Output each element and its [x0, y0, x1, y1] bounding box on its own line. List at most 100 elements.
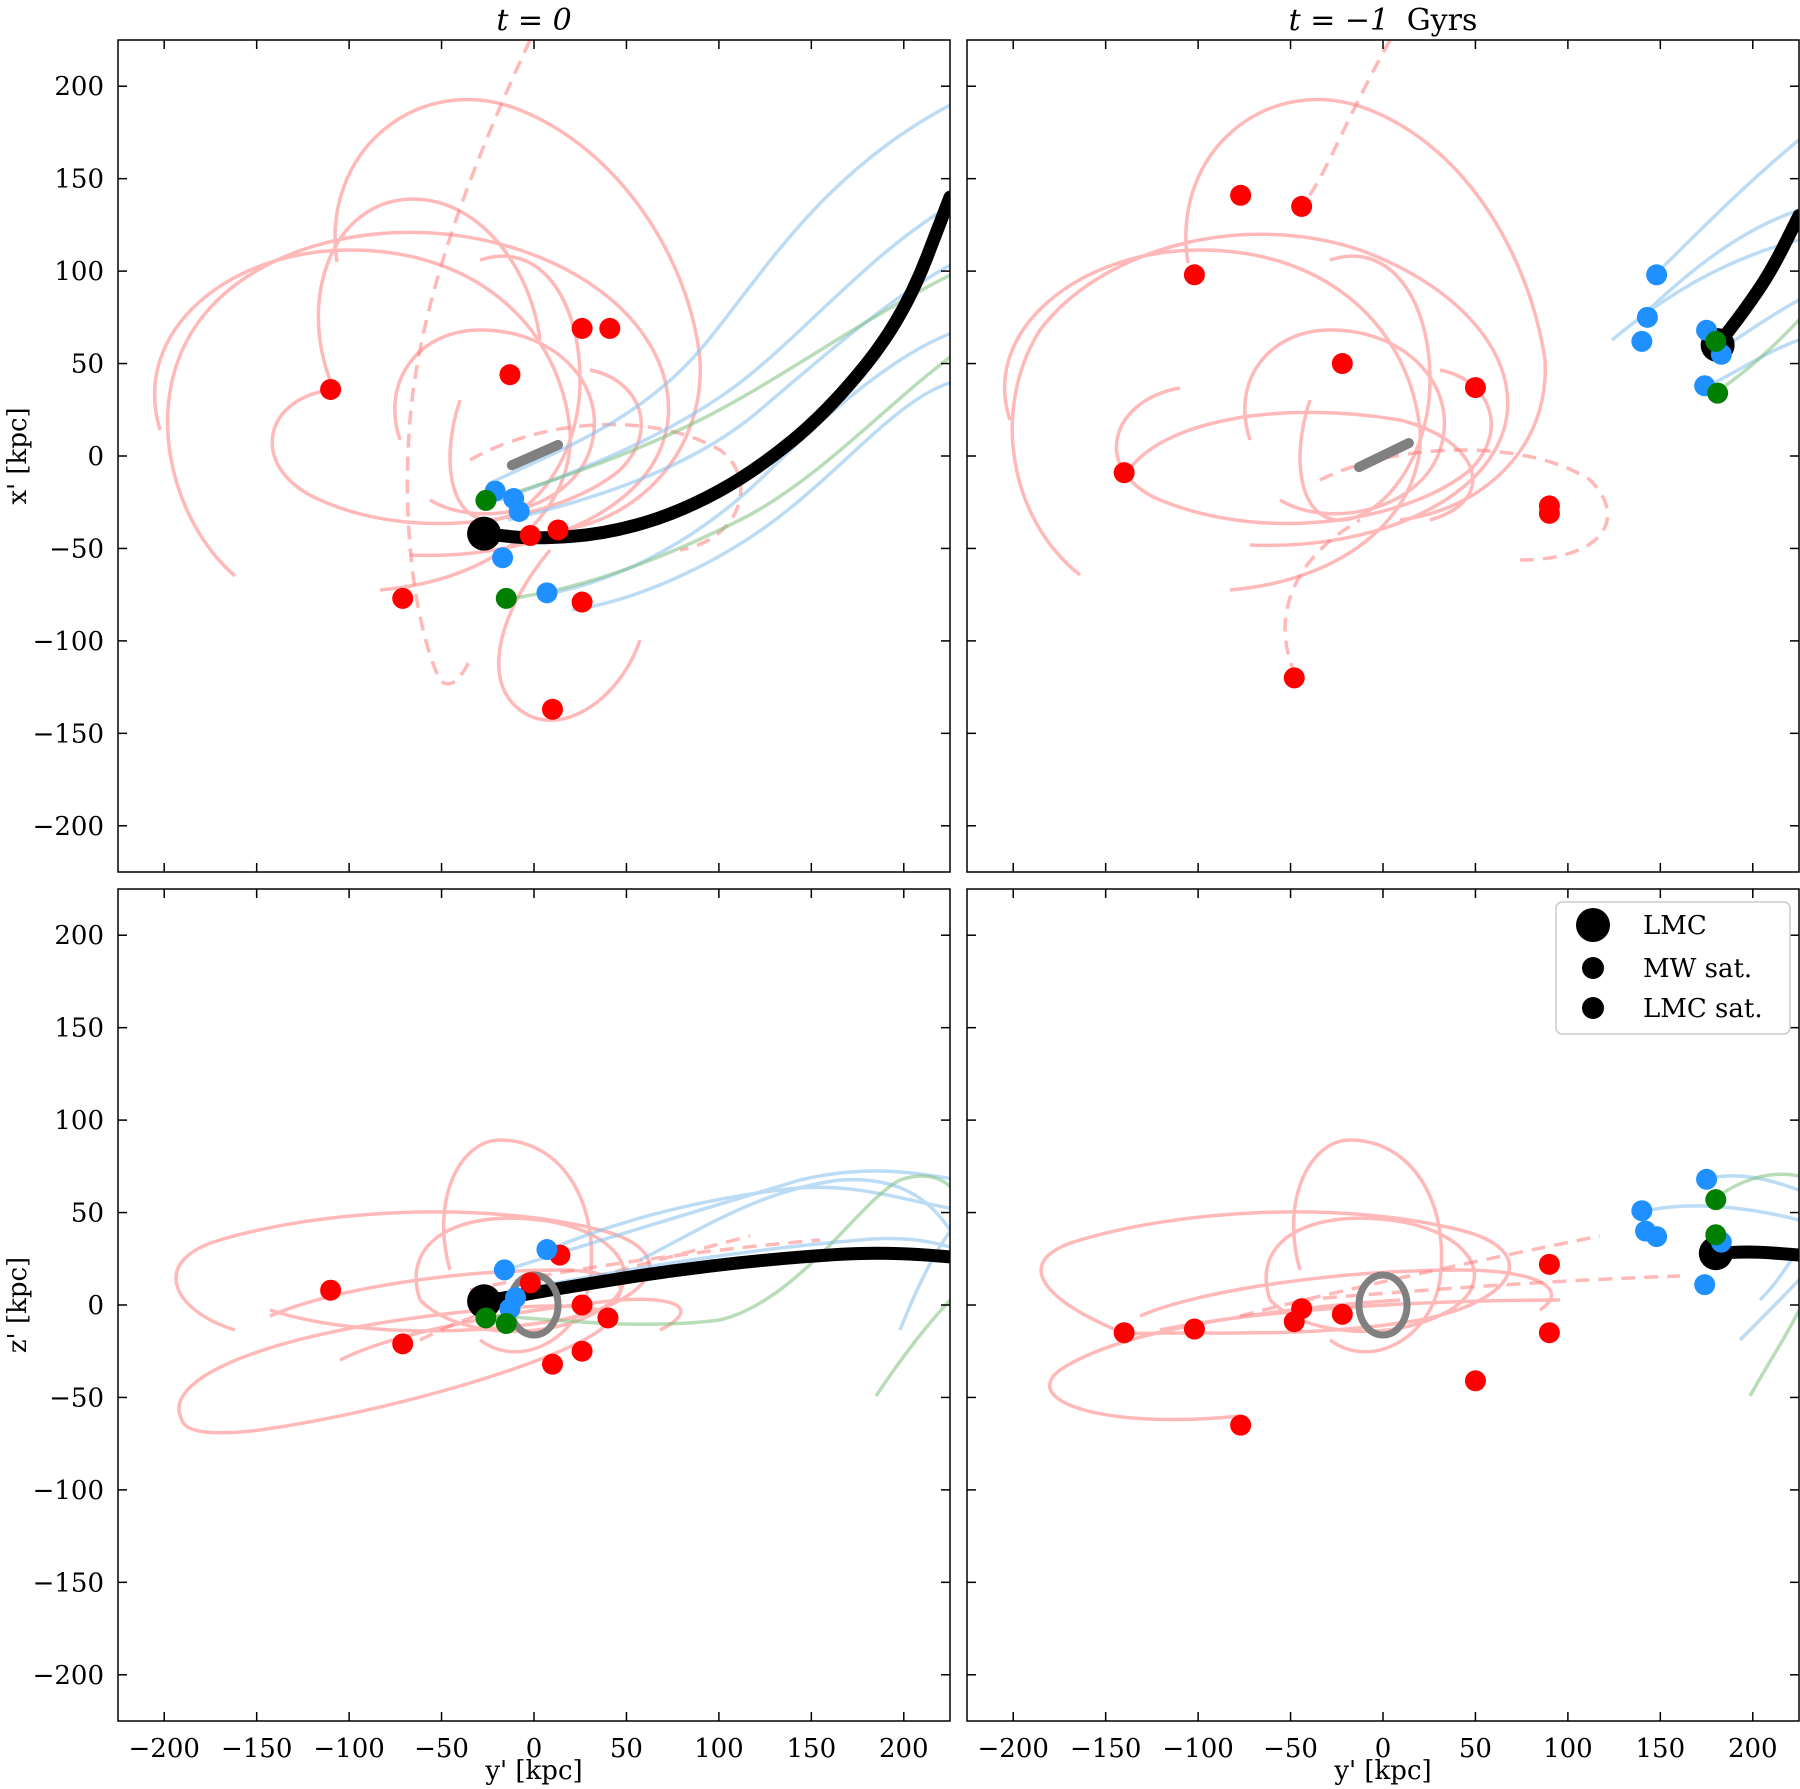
mw-orbits	[1002, 97, 1547, 592]
mw-satellite-point	[519, 1272, 541, 1294]
ticks-top-right	[967, 40, 1799, 872]
lmc-satellite-point	[1696, 1168, 1718, 1190]
x-tick-label: −100	[313, 1734, 384, 1764]
y-tick-label: −100	[33, 1476, 104, 1506]
legend: LMC MW sat. LMC sat.	[1555, 901, 1791, 1035]
y-tick-label: 50	[71, 350, 104, 380]
mw-disk	[506, 439, 564, 471]
lmc-marker	[467, 516, 502, 551]
panel-title-suffix: Gyrs	[1407, 3, 1478, 38]
panel-title-math: t = 0	[496, 3, 571, 38]
y-tick-label: 100	[54, 1106, 104, 1136]
mw-satellite-point	[571, 1340, 593, 1362]
y-tick-label: 150	[54, 1014, 104, 1044]
y-tick-label: 200	[54, 72, 104, 102]
mw-satellite-point	[571, 1294, 593, 1316]
panel-bottom-left: −200 −150 −100 −50 0 50 100 150 200−200−150−100−…	[33, 888, 951, 1764]
lmc-satellite-point	[1631, 1200, 1653, 1222]
y-tick-label: 0	[87, 1291, 104, 1321]
green-sat-orbits	[1715, 318, 1799, 394]
x-tick-label: 150	[787, 1734, 837, 1764]
mw-satellite-point	[519, 525, 541, 547]
x-tick-label: 200	[1728, 1734, 1778, 1764]
legend-label-lmc-sat: LMC sat.	[1643, 994, 1763, 1024]
lmc-satellite-green-point	[495, 587, 517, 609]
green-sat-orbits	[485, 1174, 950, 1397]
mw-disk	[1353, 438, 1414, 473]
lmc-satellite-point	[1636, 306, 1658, 328]
y-tick-label: −150	[33, 1568, 104, 1598]
y-tick-label: 50	[71, 1199, 104, 1229]
mw-orbits-dashed	[1239, 1234, 1681, 1318]
mw-satellite-point	[547, 519, 569, 541]
x-tick-label: −150	[221, 1734, 292, 1764]
mw-satellite-point	[597, 1307, 619, 1329]
x-tick-label: 100	[694, 1734, 744, 1764]
mw-orbits-dashed	[419, 1234, 821, 1342]
disk-top-left	[506, 439, 564, 471]
panel-top-left: t = 0	[33, 3, 951, 873]
lmc-satellite-green-point	[1705, 330, 1727, 352]
legend-marker-mw-sat	[1582, 957, 1604, 979]
lmc-satellite-point	[508, 500, 530, 522]
x-tick-label: −200	[978, 1734, 1049, 1764]
mw-satellite-point	[320, 1279, 342, 1301]
panel-bottom-right: −200 −150 −100 −50 0 50 100 150 200 LMC MW sat. …	[966, 888, 1800, 1764]
lmc-satellite-point	[1646, 264, 1668, 286]
x-tick-label: −200	[129, 1734, 200, 1764]
ticks-bottom-right: −200 −150 −100 −50 0 50 100 150 200	[967, 889, 1799, 1764]
y-tick-label: −50	[49, 534, 104, 564]
y-tick-label: −200	[33, 1661, 104, 1691]
disk-top-right	[1353, 438, 1414, 473]
lmc-track-bottom-left	[477, 1246, 950, 1308]
legend-label-mw-sat: MW sat.	[1643, 954, 1752, 984]
panel-title-math: t = −1	[1289, 3, 1390, 38]
mw-satellite-point	[1183, 1318, 1205, 1340]
mw-satellite-point	[1283, 1311, 1305, 1333]
mw-satellite-point	[1230, 184, 1252, 206]
x-tick-label: 200	[879, 1734, 929, 1764]
mw-satellite-point	[599, 317, 621, 339]
y-axis-label-bottom: z' [kpc]	[3, 1257, 33, 1353]
mw-satellite-point	[1538, 1322, 1560, 1344]
mw-disk	[1355, 1271, 1411, 1339]
y-tick-label: −200	[33, 812, 104, 842]
lmc-sat-orbits	[505, 1169, 950, 1331]
panel-title-top-right: t = −1 Gyrs	[1289, 3, 1478, 38]
markers-top-right	[1113, 184, 1735, 689]
mw-satellite-point	[1291, 195, 1313, 217]
lmc-satellite-point	[1631, 330, 1653, 352]
lmc-satellite-green-point	[475, 489, 497, 511]
markers-top-left	[320, 317, 621, 720]
y-tick-label: −100	[33, 627, 104, 657]
x-tick-label: 50	[610, 1734, 643, 1764]
x-axis-label-right: y' [kpc]	[1333, 1756, 1431, 1786]
mw-satellite-point	[499, 364, 521, 386]
mw-satellite-point	[1464, 377, 1486, 399]
lmc-satellite-green-point	[1705, 1224, 1727, 1246]
mw-satellite-point	[1283, 667, 1305, 689]
mw-orbits	[152, 97, 702, 722]
lmc-satellite-point	[536, 1239, 558, 1261]
x-tick-label: 0	[526, 1734, 543, 1764]
mw-satellite-point	[1464, 1370, 1486, 1392]
mw-satellite-point	[1538, 502, 1560, 524]
lmc-satellite-point	[536, 582, 558, 604]
y-axis-label-top: x' [kpc]	[3, 407, 33, 504]
markers-bottom-left	[320, 1239, 619, 1375]
x-tick-label: −150	[1070, 1734, 1141, 1764]
lmc-satellite-green-point	[1705, 1189, 1727, 1211]
lmc-satellite-point	[492, 547, 514, 569]
mw-satellite-point	[1230, 1414, 1252, 1436]
legend-box	[1555, 901, 1791, 1035]
x-tick-label: −50	[1263, 1734, 1318, 1764]
disk-bottom-right	[1355, 1271, 1411, 1339]
ticks-bottom-left: −200 −150 −100 −50 0 50 100 150 200−200−150−100−…	[33, 889, 950, 1764]
x-tick-label: 100	[1543, 1734, 1593, 1764]
lmc-satellite-point	[1646, 1226, 1668, 1248]
y-tick-label: −50	[49, 1383, 104, 1413]
legend-label-lmc: LMC	[1643, 911, 1707, 941]
mw-satellite-point	[392, 587, 414, 609]
mw-orbits-dashed	[1283, 40, 1610, 677]
